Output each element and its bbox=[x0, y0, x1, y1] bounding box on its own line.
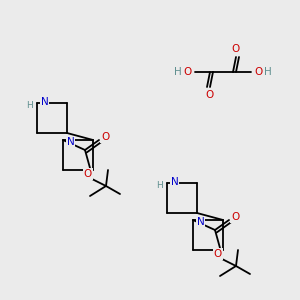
Text: O: O bbox=[206, 90, 214, 100]
Text: O: O bbox=[184, 67, 192, 77]
Text: N: N bbox=[197, 217, 205, 227]
Text: N: N bbox=[67, 137, 75, 147]
Text: H: H bbox=[264, 67, 272, 77]
Text: O: O bbox=[232, 44, 240, 54]
Text: H: H bbox=[26, 100, 33, 109]
Text: H: H bbox=[156, 181, 163, 190]
Text: O: O bbox=[231, 212, 239, 222]
Text: O: O bbox=[254, 67, 262, 77]
Text: O: O bbox=[84, 169, 92, 179]
Text: O: O bbox=[101, 132, 109, 142]
Text: N: N bbox=[171, 177, 179, 187]
Text: N: N bbox=[41, 97, 49, 107]
Text: H: H bbox=[174, 67, 182, 77]
Text: O: O bbox=[214, 249, 222, 259]
